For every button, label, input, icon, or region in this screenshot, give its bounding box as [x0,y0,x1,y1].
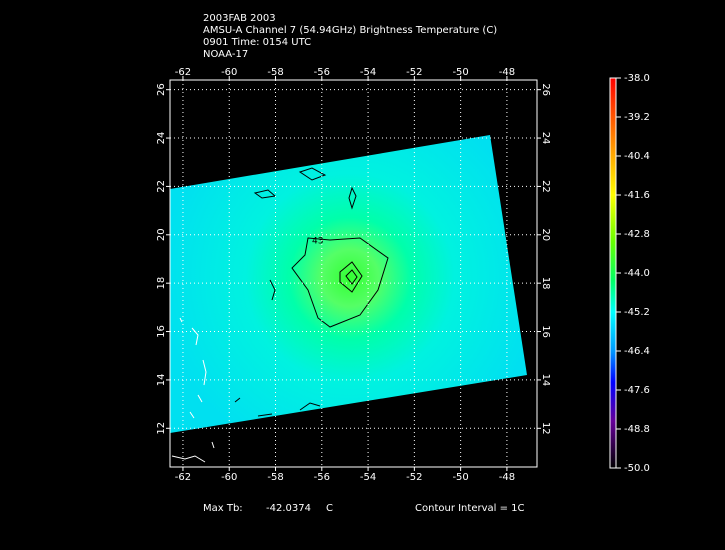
header: 2003FAB 2003 AMSU-A Channel 7 (54.94GHz)… [203,13,497,60]
y-tick-label: 18 [156,277,167,290]
colorbar-tick-label: -38.0 [624,73,650,84]
x-tick-label: -60 [221,67,237,78]
colorbar-tick-label: -50.0 [624,463,650,474]
x-tick-label: -58 [267,472,283,483]
x-tick-label: -56 [314,472,330,483]
x-tick-label: -50 [452,472,468,483]
x-tick-label: -52 [406,472,422,483]
colorbar-tick-label: -42.8 [624,229,650,240]
y-tick-label: 14 [540,374,551,387]
x-tick-label: -58 [267,67,283,78]
y-tick-label: 20 [540,228,551,241]
colorbar-tick-label: -46.4 [624,346,650,357]
colorbar-tick-label: -47.6 [624,385,650,396]
max-units: C [326,503,333,514]
colorbar-tick-label: -41.6 [624,190,650,201]
y-tick-label: 22 [156,180,167,193]
colorbar-tick-label: -48.8 [624,424,650,435]
x-tick-label: -60 [221,472,237,483]
y-tick-label: 20 [156,228,167,241]
x-tick-label: -50 [452,67,468,78]
colorbar [609,77,617,469]
y-tick-label: 12 [156,422,167,435]
coastline [171,317,215,463]
y-tick-label: 26 [540,83,551,96]
header-line: NOAA-17 [203,49,248,60]
contour-interval: Contour Interval = 1C [415,503,525,514]
max-label: Max Tb: [203,503,243,514]
contour-label: 43 [312,237,323,247]
x-tick-label: -62 [175,67,191,78]
y-tick-label: 26 [156,83,167,96]
header-line: AMSU-A Channel 7 (54.94GHz) Brightness T… [203,25,497,36]
x-tick-label: -56 [314,67,330,78]
x-tick-label: -48 [499,472,515,483]
header-line: 2003FAB 2003 [203,13,276,24]
swath-image [170,135,527,433]
footer: Max Tb: -42.0374 C Contour Interval = 1C [203,503,525,514]
y-tick-label: 22 [540,180,551,193]
swath: 43 [170,135,527,463]
y-tick-label: 24 [156,132,167,145]
max-value: -42.0374 [266,503,311,514]
x-tick-label: -54 [360,67,376,78]
y-tick-label: 16 [156,325,167,338]
colorbar-tick-label: -45.2 [624,307,650,318]
colorbar-tick-label: -40.4 [624,151,650,162]
x-tick-label: -62 [175,472,191,483]
plot-frame [169,79,538,468]
contours [234,167,389,417]
colorbar-tick-label: -39.2 [624,112,650,123]
y-tick-label: 24 [540,132,551,145]
header-line: 0901 Time: 0154 UTC [203,37,311,48]
y-tick-label: 18 [540,277,551,290]
colorbar-tick-label: -44.0 [624,268,650,279]
y-tick-label: 12 [540,422,551,435]
y-tick-label: 14 [156,374,167,387]
x-tick-label: -54 [360,472,376,483]
x-tick-label: -48 [499,67,515,78]
y-tick-label: 16 [540,325,551,338]
graticule: -62 -62 -60 -60 -58 -58 -56 -56 -54 -54 -52 -52 -50 -… [156,67,551,483]
x-tick-label: -52 [406,67,422,78]
